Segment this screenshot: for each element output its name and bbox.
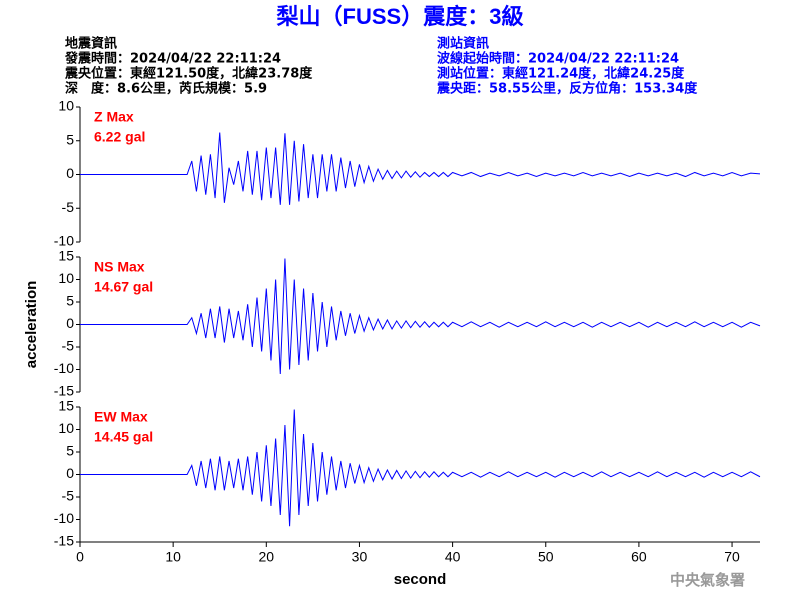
y-tick-label: 0 bbox=[66, 465, 74, 481]
x-tick-label: 70 bbox=[724, 549, 740, 565]
y-tick-label: 15 bbox=[58, 248, 74, 264]
waveform bbox=[80, 258, 761, 375]
y-tick-label: 10 bbox=[58, 270, 74, 286]
y-tick-label: -15 bbox=[54, 383, 74, 399]
waveform bbox=[80, 409, 761, 527]
max-annotation: EW Max bbox=[94, 409, 148, 425]
max-annotation: 6.22 gal bbox=[94, 129, 145, 145]
chart-title: 梨山（FUSS）震度：3級 bbox=[277, 4, 524, 29]
footer: 中央氣象署 bbox=[670, 571, 745, 589]
x-axis-label: second bbox=[394, 571, 447, 588]
waveform bbox=[80, 132, 761, 205]
y-tick-label: 5 bbox=[66, 443, 74, 459]
y-tick-label: 5 bbox=[66, 293, 74, 309]
x-tick-label: 60 bbox=[631, 549, 647, 565]
x-tick-label: 30 bbox=[352, 549, 368, 565]
y-tick-label: -15 bbox=[54, 533, 74, 549]
header-line: 波線起始時間：2024/04/22 22:11:24 bbox=[437, 51, 679, 67]
header-line: 震央位置：東經121.50度，北緯23.78度 bbox=[64, 66, 313, 82]
x-tick-label: 0 bbox=[76, 549, 84, 565]
y-tick-label: -5 bbox=[62, 338, 75, 354]
y-tick-label: 0 bbox=[66, 315, 74, 331]
header-line: 地震資訊 bbox=[65, 36, 117, 52]
x-tick-label: 40 bbox=[445, 549, 461, 565]
max-annotation: Z Max bbox=[94, 109, 134, 125]
header-line: 測站位置：東經121.24度，北緯24.25度 bbox=[437, 66, 685, 82]
header-line: 深 度：8.6公里，芮氏規模：5.9 bbox=[65, 81, 267, 97]
y-tick-label: 5 bbox=[66, 131, 74, 147]
x-tick-label: 50 bbox=[538, 549, 554, 565]
y-tick-label: -10 bbox=[54, 510, 74, 526]
y-tick-label: -10 bbox=[54, 360, 74, 376]
y-tick-label: 10 bbox=[58, 420, 74, 436]
max-annotation: 14.45 gal bbox=[94, 429, 153, 445]
y-tick-label: 0 bbox=[66, 165, 74, 181]
header-line: 測站資訊 bbox=[437, 36, 489, 52]
y-tick-label: -10 bbox=[54, 233, 74, 249]
y-tick-label: -5 bbox=[62, 199, 75, 215]
y-tick-label: -5 bbox=[62, 488, 75, 504]
header-line: 發震時間：2024/04/22 22:11:24 bbox=[64, 51, 281, 67]
x-tick-label: 20 bbox=[259, 549, 275, 565]
header-line: 震央距：58.55公里，反方位角：153.34度 bbox=[436, 81, 698, 97]
y-axis-label: acceleration bbox=[23, 281, 40, 369]
max-annotation: 14.67 gal bbox=[94, 279, 153, 295]
max-annotation: NS Max bbox=[94, 259, 145, 275]
x-tick-label: 10 bbox=[165, 549, 181, 565]
y-tick-label: 15 bbox=[58, 398, 74, 414]
y-tick-label: 10 bbox=[58, 98, 74, 114]
